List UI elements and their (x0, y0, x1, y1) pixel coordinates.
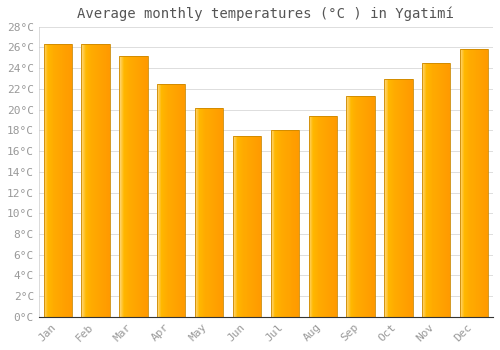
Bar (384, 78, 412, 317)
Bar (233, 135, 261, 317)
Bar (119, 56, 148, 317)
Bar (308, 116, 337, 317)
Bar (346, 96, 375, 317)
Bar (44, 44, 72, 317)
Bar (460, 49, 488, 317)
Bar (195, 107, 224, 317)
Bar (82, 44, 110, 317)
Bar (422, 63, 450, 317)
Bar (157, 84, 186, 317)
Bar (270, 130, 299, 317)
Title: Average monthly temperatures (°C ) in Ygatimí: Average monthly temperatures (°C ) in Yg… (78, 7, 454, 21)
